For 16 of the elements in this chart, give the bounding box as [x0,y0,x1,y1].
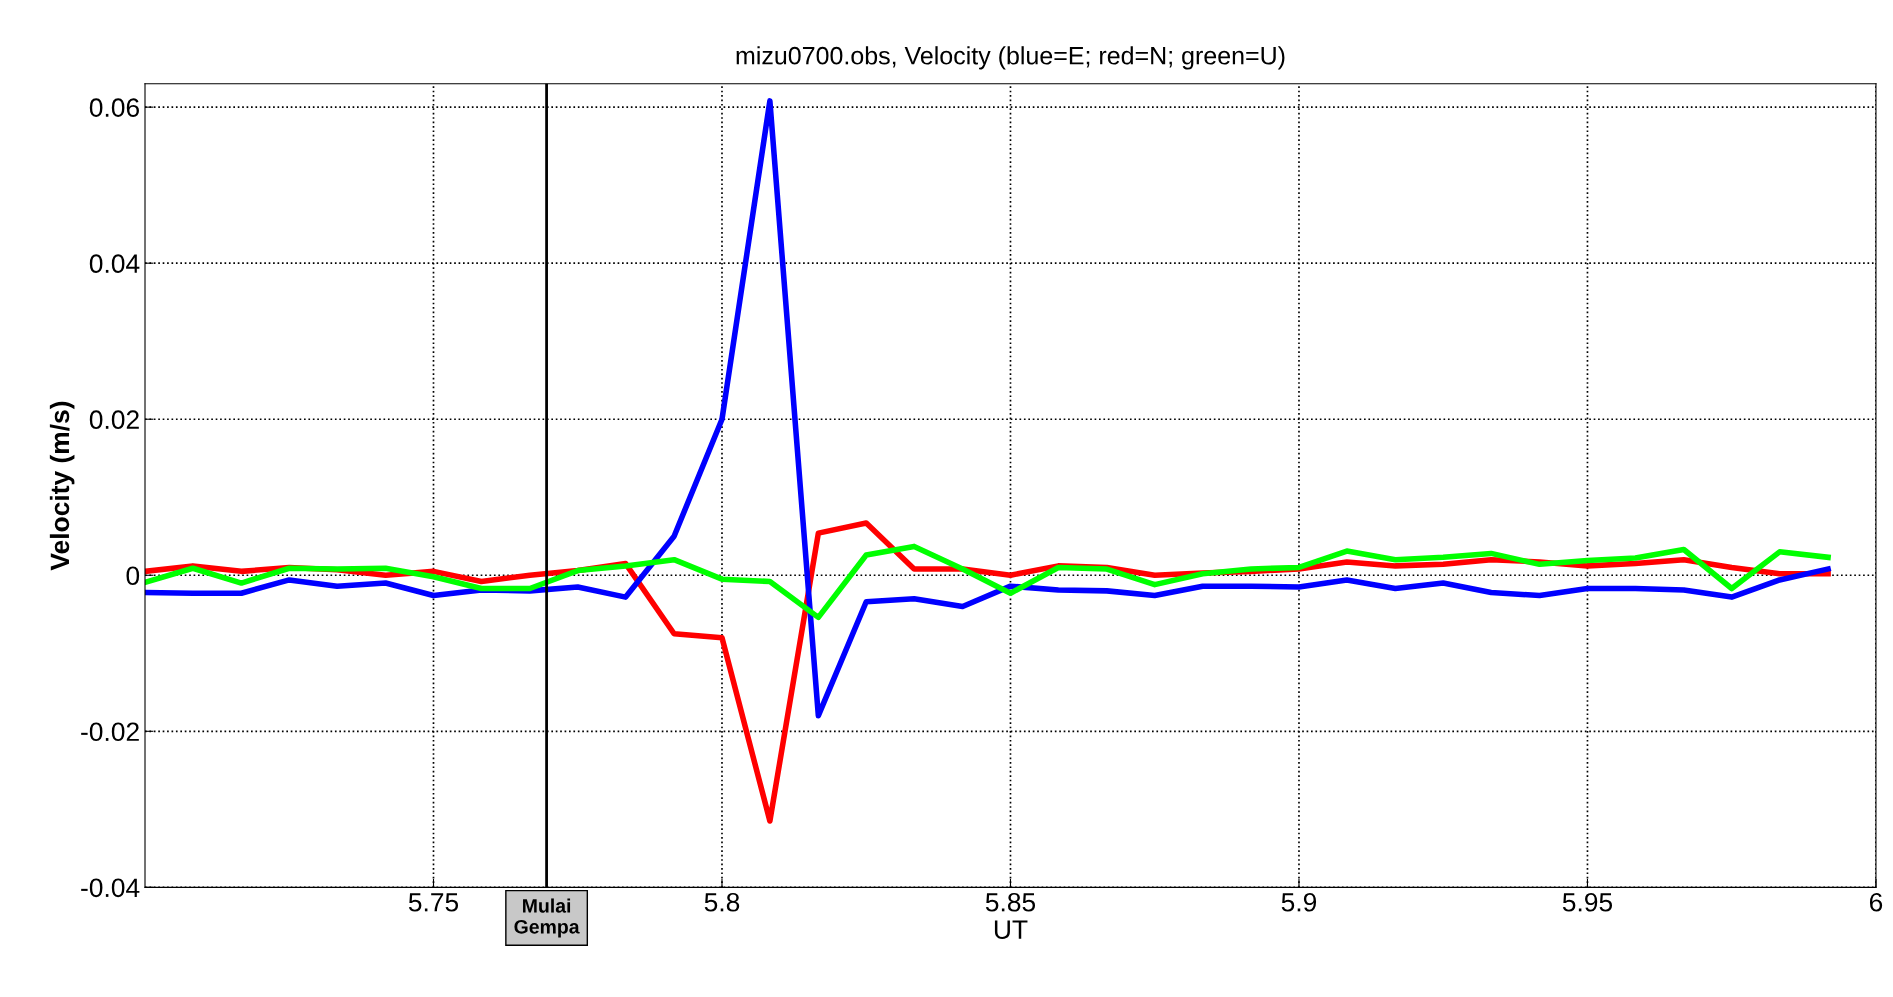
y-axis-title: Velocity (m/s) [49,401,75,571]
x-tick-label: 5.9 [1281,892,1317,912]
y-tick-label: 0.02 [89,410,139,430]
y-tick-label: 0 [126,566,140,586]
y-tick-label: 0.04 [89,254,140,274]
x-tick-label: 5.95 [1562,892,1613,912]
ref-line-label: Mulai Gempa [514,898,580,938]
y-tick-label: -0.04 [81,878,140,898]
x-tick-label: 5.8 [704,892,740,912]
y-tick-label: 0.06 [89,98,139,117]
x-tick-label: 5.85 [985,892,1036,912]
x-tick-label: 6 [1869,892,1883,912]
y-tick-label: -0.02 [81,722,139,742]
x-tick-label: 5.75 [408,893,459,912]
x-axis-title: UT [994,920,1028,939]
chart-title: mizu0700.obs, Velocity (blue=E; red=N; green=U) [736,46,1285,70]
